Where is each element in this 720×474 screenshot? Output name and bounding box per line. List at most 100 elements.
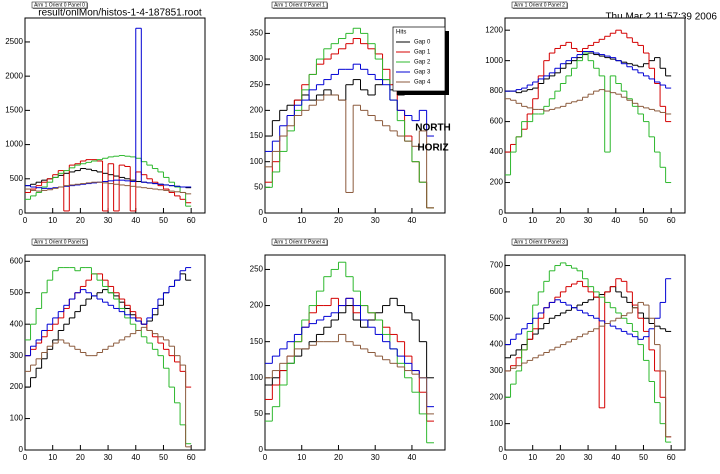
x-tick-label: 30 [584, 453, 593, 462]
y-tick-label: 0 [259, 445, 264, 454]
x-tick-label: 40 [407, 216, 416, 225]
y-tick-label: 0 [19, 445, 24, 454]
y-tick-label: 1500 [5, 105, 23, 114]
y-tick-label: 400 [490, 340, 504, 349]
y-tick-label: 2000 [5, 71, 23, 80]
y-tick-label: 150 [250, 131, 264, 140]
y-tick-label: 200 [250, 301, 264, 310]
x-tick-label: 0 [23, 216, 28, 225]
x-tick-label: 10 [48, 453, 57, 462]
y-tick-label: 1200 [485, 25, 503, 34]
y-tick-label: 400 [10, 319, 24, 328]
y-tick-label: 100 [250, 157, 264, 166]
x-tick-label: 10 [528, 453, 537, 462]
x-tick-label: 0 [503, 216, 508, 225]
x-tick-label: 0 [263, 216, 268, 225]
y-tick-label: 1000 [5, 140, 23, 149]
timestamp: Thu Mar 2 11:57:39 2006 [605, 12, 717, 23]
x-tick-label: 20 [556, 216, 565, 225]
title-box [271, 1, 328, 9]
panel-title: Arm 1 Orient 0 Panel 3 [514, 240, 565, 246]
y-tick-label: 250 [250, 265, 264, 274]
title-box [271, 238, 328, 246]
y-tick-label: 700 [490, 261, 504, 270]
legend-label: Gap 1 [414, 50, 431, 56]
x-tick-label: 40 [131, 216, 140, 225]
y-tick-label: 150 [250, 337, 264, 346]
x-tick-label: 30 [104, 216, 113, 225]
x-tick-label: 40 [131, 453, 140, 462]
legend-label: Gap 4 [414, 80, 431, 86]
y-tick-label: 2500 [5, 37, 23, 46]
x-tick-label: 60 [187, 216, 196, 225]
panel-title: Arm 1 Orient 0 Panel 2 [514, 3, 565, 9]
y-tick-label: 200 [250, 105, 264, 114]
legend-label: Gap 3 [414, 70, 431, 76]
x-tick-label: 20 [334, 453, 343, 462]
y-tick-label: 300 [250, 54, 264, 63]
x-tick-label: 30 [371, 216, 380, 225]
y-tick-label: 800 [490, 86, 504, 95]
x-tick-label: 10 [528, 216, 537, 225]
x-tick-label: 40 [611, 453, 620, 462]
x-tick-label: 10 [297, 453, 306, 462]
panel-title: Arm 1 Orient 0 Panel 4 [274, 240, 325, 246]
legend-label: Gap 0 [414, 40, 431, 46]
annotation: NORTH [415, 123, 451, 134]
y-tick-label: 300 [490, 366, 504, 375]
y-tick-label: 50 [254, 182, 263, 191]
y-tick-label: 200 [490, 178, 504, 187]
y-tick-label: 500 [490, 313, 504, 322]
x-tick-label: 50 [159, 216, 168, 225]
x-tick-label: 20 [76, 216, 85, 225]
y-tick-label: 300 [10, 351, 24, 360]
y-tick-label: 500 [10, 288, 24, 297]
panel-title: Arm 1 Orient 0 Panel 5 [34, 240, 85, 246]
y-tick-label: 400 [490, 147, 504, 156]
frame [24, 254, 206, 451]
y-tick-label: 100 [10, 414, 24, 423]
x-tick-label: 0 [23, 453, 28, 462]
file-name: result/onlMon/histos-1-4-187851.root [38, 8, 202, 19]
title-box [511, 238, 568, 246]
y-tick-label: 600 [490, 117, 504, 126]
x-tick-label: 20 [556, 453, 565, 462]
y-tick-label: 200 [490, 392, 504, 401]
legend-box [392, 26, 446, 92]
y-tick-label: 250 [250, 80, 264, 89]
title-box [31, 1, 88, 9]
y-tick-label: 350 [250, 29, 264, 38]
y-tick-label: 1000 [485, 56, 503, 65]
x-tick-label: 40 [611, 216, 620, 225]
y-tick-label: 600 [10, 256, 24, 265]
y-tick-label: 600 [490, 287, 504, 296]
title-box [511, 1, 568, 9]
x-tick-label: 50 [639, 453, 648, 462]
x-tick-label: 30 [584, 216, 593, 225]
legend-label: Gap 2 [414, 60, 431, 66]
panel-title: Arm 1 Orient 0 Panel 1 [274, 3, 325, 9]
x-tick-label: 30 [371, 453, 380, 462]
panel-title: Arm 1 Orient 0 Panel 0 [34, 3, 85, 9]
x-tick-label: 20 [334, 216, 343, 225]
x-tick-label: 10 [297, 216, 306, 225]
frame [504, 254, 686, 451]
x-tick-label: 30 [104, 453, 113, 462]
x-tick-label: 50 [159, 453, 168, 462]
y-tick-label: 0 [499, 208, 504, 217]
x-tick-label: 10 [48, 216, 57, 225]
x-tick-label: 60 [187, 453, 196, 462]
x-tick-label: 40 [407, 453, 416, 462]
x-tick-label: 50 [639, 216, 648, 225]
y-tick-label: 200 [10, 382, 24, 391]
y-tick-label: 0 [499, 445, 504, 454]
y-tick-label: 500 [10, 174, 24, 183]
x-tick-label: 0 [503, 453, 508, 462]
x-tick-label: 60 [667, 216, 676, 225]
y-tick-label: 50 [254, 409, 263, 418]
x-tick-label: 20 [76, 453, 85, 462]
title-box [31, 238, 88, 246]
y-tick-label: 100 [490, 419, 504, 428]
y-tick-label: 100 [250, 373, 264, 382]
